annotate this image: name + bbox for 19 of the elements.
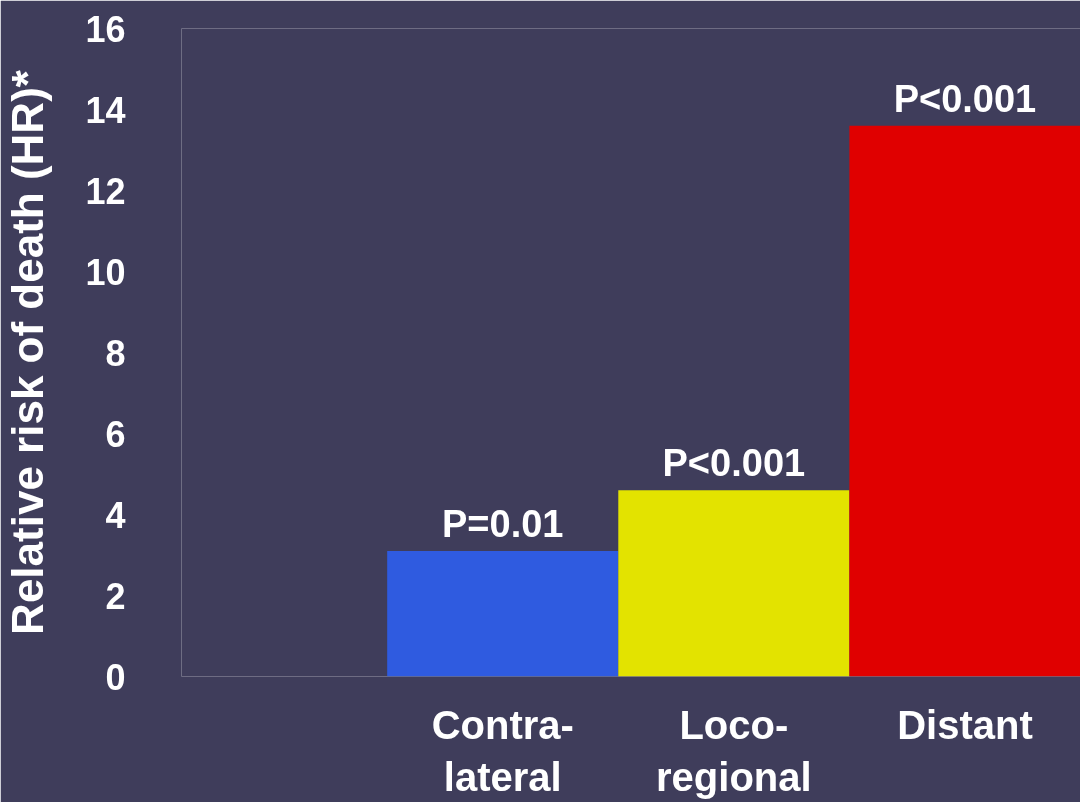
bar	[618, 490, 850, 677]
y-tick-label: 12	[85, 170, 126, 212]
y-axis-title: Relative risk of death (HR)*	[3, 69, 53, 635]
y-tick-label: 10	[85, 251, 126, 293]
y-tick-label: 16	[85, 8, 126, 50]
bar	[849, 125, 1080, 677]
annotation: P<0.001	[662, 442, 806, 485]
y-tick-label: 0	[105, 656, 126, 698]
y-tick-label: 14	[85, 89, 126, 131]
x-tick-label: Loco- regional	[656, 702, 812, 800]
y-tick-label: 6	[105, 413, 126, 455]
x-tick-label: Contra- lateral	[431, 702, 574, 800]
annotation: P=0.01	[441, 502, 564, 545]
bar	[387, 550, 619, 677]
y-tick-label: 2	[105, 575, 126, 617]
y-tick-label: 4	[105, 494, 126, 536]
x-tick-label: Distant	[897, 702, 1033, 747]
y-tick-label: 8	[105, 332, 126, 374]
annotation: P<0.001	[893, 77, 1037, 120]
